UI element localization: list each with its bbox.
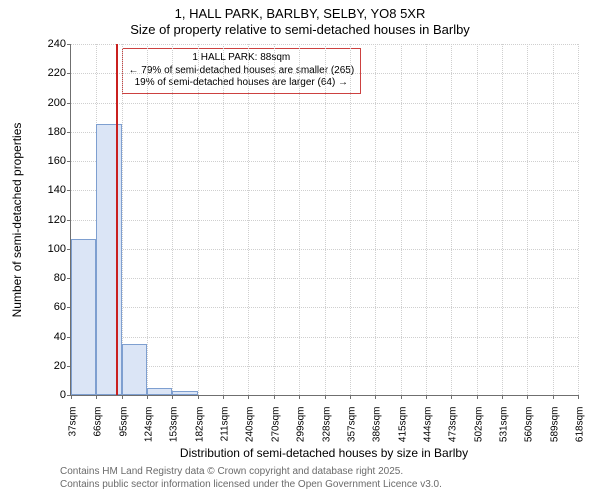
ytick-label: 180 bbox=[36, 126, 66, 138]
xtick-mark bbox=[502, 395, 503, 399]
gridline-v bbox=[299, 44, 300, 395]
xtick-mark bbox=[553, 395, 554, 399]
xtick-label: 531sqm bbox=[498, 407, 509, 457]
annotation-line-2: ← 79% of semi-detached houses are smalle… bbox=[129, 65, 355, 78]
xtick-label: 153sqm bbox=[169, 407, 180, 457]
xtick-label: 444sqm bbox=[422, 407, 433, 457]
gridline-v bbox=[325, 44, 326, 395]
histogram-bar bbox=[96, 124, 121, 395]
ytick-mark bbox=[67, 44, 71, 45]
gridline-v bbox=[223, 44, 224, 395]
xtick-label: 95sqm bbox=[118, 407, 129, 457]
ytick-mark bbox=[67, 161, 71, 162]
xtick-label: 589sqm bbox=[549, 407, 560, 457]
ytick-label: 0 bbox=[36, 389, 66, 401]
ytick-label: 80 bbox=[36, 272, 66, 284]
xtick-mark bbox=[198, 395, 199, 399]
gridline-v bbox=[274, 44, 275, 395]
ytick-label: 200 bbox=[36, 97, 66, 109]
xtick-label: 37sqm bbox=[68, 407, 79, 457]
xtick-label: 182sqm bbox=[194, 407, 205, 457]
xtick-mark bbox=[401, 395, 402, 399]
xtick-mark bbox=[426, 395, 427, 399]
ytick-label: 240 bbox=[36, 38, 66, 50]
gridline-v bbox=[451, 44, 452, 395]
gridline-v bbox=[122, 44, 123, 395]
ytick-label: 160 bbox=[36, 155, 66, 167]
xtick-label: 473sqm bbox=[448, 407, 459, 457]
xtick-mark bbox=[71, 395, 72, 399]
plot-area: 1 HALL PARK: 88sqm ← 79% of semi-detache… bbox=[70, 44, 578, 396]
gridline-v bbox=[198, 44, 199, 395]
xtick-mark bbox=[527, 395, 528, 399]
ytick-label: 20 bbox=[36, 360, 66, 372]
xtick-mark bbox=[375, 395, 376, 399]
histogram-bar bbox=[71, 239, 96, 395]
gridline-v bbox=[350, 44, 351, 395]
xtick-mark bbox=[578, 395, 579, 399]
xtick-label: 560sqm bbox=[524, 407, 535, 457]
marker-line bbox=[116, 44, 118, 395]
ytick-label: 100 bbox=[36, 243, 66, 255]
ytick-mark bbox=[67, 132, 71, 133]
xtick-mark bbox=[350, 395, 351, 399]
xtick-label: 357sqm bbox=[346, 407, 357, 457]
xtick-label: 618sqm bbox=[575, 407, 586, 457]
xtick-mark bbox=[96, 395, 97, 399]
histogram-bar bbox=[172, 391, 197, 395]
xtick-mark bbox=[147, 395, 148, 399]
ytick-label: 120 bbox=[36, 214, 66, 226]
histogram-bar bbox=[147, 388, 172, 395]
ytick-label: 40 bbox=[36, 331, 66, 343]
xtick-mark bbox=[325, 395, 326, 399]
gridline-v bbox=[502, 44, 503, 395]
ytick-mark bbox=[67, 190, 71, 191]
xtick-mark bbox=[274, 395, 275, 399]
gridline-v bbox=[147, 44, 148, 395]
gridline-v bbox=[578, 44, 579, 395]
xtick-mark bbox=[223, 395, 224, 399]
gridline-v bbox=[375, 44, 376, 395]
gridline-v bbox=[172, 44, 173, 395]
xtick-label: 124sqm bbox=[144, 407, 155, 457]
y-axis-title: Number of semi-detached properties bbox=[10, 123, 24, 318]
xtick-label: 270sqm bbox=[270, 407, 281, 457]
gridline-v bbox=[426, 44, 427, 395]
xtick-mark bbox=[477, 395, 478, 399]
gridline-v bbox=[553, 44, 554, 395]
title-main: 1, HALL PARK, BARLBY, SELBY, YO8 5XR bbox=[0, 6, 600, 21]
xtick-mark bbox=[299, 395, 300, 399]
footer-line-2: Contains public sector information licen… bbox=[60, 479, 442, 490]
xtick-mark bbox=[248, 395, 249, 399]
xtick-mark bbox=[172, 395, 173, 399]
ytick-mark bbox=[67, 73, 71, 74]
xtick-label: 328sqm bbox=[321, 407, 332, 457]
title-sub: Size of property relative to semi-detach… bbox=[0, 22, 600, 37]
xtick-label: 502sqm bbox=[473, 407, 484, 457]
gridline-v bbox=[401, 44, 402, 395]
xtick-label: 386sqm bbox=[372, 407, 383, 457]
xtick-mark bbox=[451, 395, 452, 399]
ytick-mark bbox=[67, 103, 71, 104]
ytick-mark bbox=[67, 220, 71, 221]
gridline-v bbox=[527, 44, 528, 395]
xtick-label: 66sqm bbox=[93, 407, 104, 457]
xtick-label: 240sqm bbox=[245, 407, 256, 457]
gridline-v bbox=[477, 44, 478, 395]
histogram-bar bbox=[122, 344, 147, 395]
annotation-line-3: 19% of semi-detached houses are larger (… bbox=[129, 77, 355, 90]
xtick-label: 211sqm bbox=[220, 407, 231, 457]
ytick-label: 140 bbox=[36, 184, 66, 196]
xtick-label: 415sqm bbox=[397, 407, 408, 457]
xtick-label: 299sqm bbox=[296, 407, 307, 457]
gridline-v bbox=[248, 44, 249, 395]
footer-line-1: Contains HM Land Registry data © Crown c… bbox=[60, 466, 403, 477]
xtick-mark bbox=[122, 395, 123, 399]
ytick-label: 60 bbox=[36, 301, 66, 313]
annotation-line-1: 1 HALL PARK: 88sqm bbox=[129, 52, 355, 65]
ytick-label: 220 bbox=[36, 67, 66, 79]
